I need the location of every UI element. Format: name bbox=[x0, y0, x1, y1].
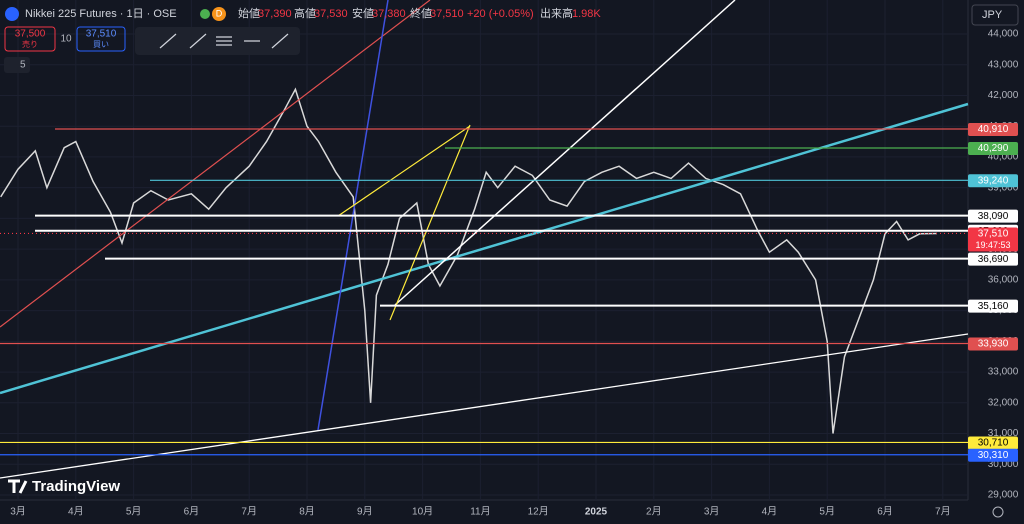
status-dot bbox=[200, 9, 210, 19]
last-time: 19:47:53 bbox=[975, 240, 1010, 250]
sell-button[interactable] bbox=[4, 26, 56, 52]
level-tag bbox=[968, 142, 1018, 156]
trendline bbox=[394, 0, 736, 306]
buy-label: 買い bbox=[93, 40, 109, 49]
close: 37,510 bbox=[430, 8, 464, 20]
level-tag bbox=[968, 252, 1018, 266]
level-label: 30,310 bbox=[978, 450, 1009, 461]
x-tick-label: 6月 bbox=[184, 506, 200, 518]
level-tag bbox=[968, 174, 1018, 188]
change: +20 (+0.05%) bbox=[467, 8, 534, 20]
y-tick-label: 40,000 bbox=[988, 152, 1019, 163]
x-tick-label: 10月 bbox=[412, 506, 433, 518]
level-tag bbox=[968, 436, 1018, 450]
level-label: 33,930 bbox=[978, 339, 1009, 350]
level-tag bbox=[968, 122, 1018, 136]
x-tick-label: 2025 bbox=[585, 507, 608, 518]
price-line bbox=[0, 87, 938, 434]
low-label: 安値 bbox=[352, 6, 374, 20]
level-tag bbox=[968, 299, 1018, 313]
x-tick-label: 5月 bbox=[126, 506, 142, 518]
x-tick-label: 12月 bbox=[528, 506, 549, 518]
high-label: 高値 bbox=[294, 6, 316, 20]
level-label: 40,290 bbox=[978, 143, 1009, 154]
buy-button[interactable] bbox=[76, 26, 126, 52]
symbol-icon bbox=[5, 7, 19, 21]
level-label: 36,690 bbox=[978, 254, 1009, 265]
volume-label: 出来高 bbox=[540, 6, 573, 20]
trendline bbox=[0, 102, 969, 395]
x-tick-label: 6月 bbox=[877, 506, 893, 518]
x-tick-label: 2月 bbox=[646, 506, 662, 518]
currency: JPY bbox=[982, 9, 1003, 21]
sell-label: 売り bbox=[22, 39, 38, 49]
level-tag bbox=[968, 227, 1018, 252]
level-tag bbox=[968, 209, 1018, 223]
symbol[interactable]: Nikkei 225 Futures · 1日 · OSE bbox=[25, 8, 177, 20]
buy-price: 37,510 bbox=[86, 29, 117, 40]
y-tick-label: 31,000 bbox=[988, 428, 1019, 439]
spread: 10 bbox=[60, 34, 72, 45]
y-tick-label: 39,000 bbox=[988, 182, 1019, 193]
indicator-count: 5 bbox=[20, 60, 26, 71]
x-tick-label: 7月 bbox=[935, 506, 951, 518]
level-tag bbox=[968, 448, 1018, 462]
x-tick-label: 9月 bbox=[357, 506, 373, 518]
close-label: 終値 bbox=[410, 6, 432, 20]
y-tick-label: 36,000 bbox=[988, 275, 1019, 286]
open: 37,390 bbox=[258, 8, 292, 20]
y-tick-label: 33,000 bbox=[988, 367, 1019, 378]
low: 37,380 bbox=[372, 8, 406, 20]
level-label: 37,510 bbox=[978, 229, 1009, 240]
brand-logo bbox=[8, 479, 28, 494]
y-tick-label: 44,000 bbox=[988, 29, 1019, 40]
level-label: 30,710 bbox=[978, 438, 1009, 449]
level-label: 40,910 bbox=[978, 124, 1009, 135]
sell-price: 37,500 bbox=[15, 29, 46, 40]
x-tick-label: 7月 bbox=[241, 506, 257, 518]
y-tick-label: 29,000 bbox=[988, 490, 1019, 501]
high: 37,530 bbox=[314, 8, 348, 20]
badge-bg bbox=[212, 7, 226, 21]
x-tick-label: 4月 bbox=[762, 506, 778, 518]
volume: 1.98K bbox=[572, 8, 601, 20]
level-label: 39,240 bbox=[978, 175, 1009, 186]
level-tag bbox=[968, 337, 1018, 351]
trendline bbox=[389, 124, 471, 321]
open-label: 始値 bbox=[238, 6, 260, 20]
x-tick-label: 11月 bbox=[470, 506, 490, 518]
x-tick-label: 4月 bbox=[68, 506, 84, 518]
toolbar-icons bbox=[159, 33, 289, 49]
y-tick-label: 32,000 bbox=[988, 397, 1019, 408]
overlay: 40,91040,29039,24038,09037,60037,51019:4… bbox=[0, 122, 1018, 462]
x-tick-label: 5月 bbox=[819, 506, 835, 518]
x-tick-label: 3月 bbox=[10, 506, 26, 518]
brand: TradingView bbox=[32, 478, 120, 495]
trendline bbox=[337, 125, 471, 217]
trendline bbox=[0, 333, 969, 479]
y-tick-label: 43,000 bbox=[988, 59, 1019, 70]
level-label: 38,090 bbox=[978, 211, 1009, 222]
settings-icon[interactable] bbox=[992, 506, 1004, 518]
currency-button[interactable] bbox=[971, 4, 1019, 26]
y-tick-label: 42,000 bbox=[988, 90, 1019, 101]
x-tick-label: 3月 bbox=[704, 506, 720, 518]
level-label: 35,160 bbox=[978, 301, 1009, 312]
x-tick-label: 8月 bbox=[299, 506, 315, 518]
badge: D bbox=[216, 8, 223, 18]
y-tick-label: 30,000 bbox=[988, 459, 1019, 470]
trendline bbox=[0, 0, 431, 328]
indicator-toggle[interactable] bbox=[4, 57, 30, 73]
